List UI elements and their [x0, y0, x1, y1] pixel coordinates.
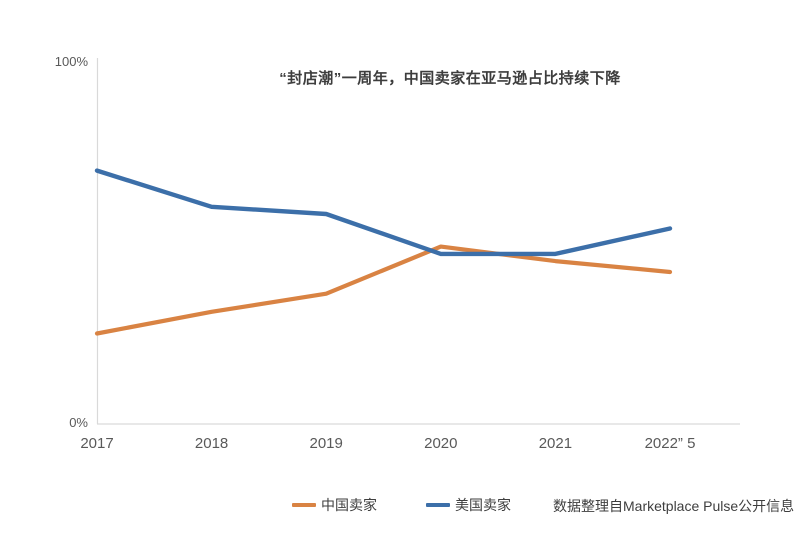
y-axis-label-100: 100% [54, 54, 88, 69]
legend-chip-us [426, 503, 450, 507]
x-axis-label: 2018 [194, 435, 229, 452]
x-axis-label: 2021 [538, 435, 573, 452]
legend-label-us: 美国卖家 [455, 497, 511, 513]
legend-chip-china [292, 503, 316, 507]
legend-item-china: 中国卖家 [292, 495, 377, 515]
x-axis-label: 2017 [80, 435, 114, 452]
chart-title: “封店潮”一周年，中国卖家在亚马逊占比持续下降 [279, 70, 621, 87]
y-axis-label-0: 0% [69, 415, 88, 430]
legend-label-china: 中国卖家 [321, 497, 377, 513]
source-note: 数据整理自Marketplace Pulse公开信息 [553, 498, 795, 514]
x-axis-label: 2019 [309, 435, 343, 452]
line-china-sellers [94, 244, 673, 336]
line-us-sellers [94, 168, 673, 257]
x-axis-label: 2022” 5 [644, 435, 696, 452]
x-axis-label: 2020 [424, 435, 458, 452]
legend-item-us: 美国卖家 [426, 495, 511, 515]
